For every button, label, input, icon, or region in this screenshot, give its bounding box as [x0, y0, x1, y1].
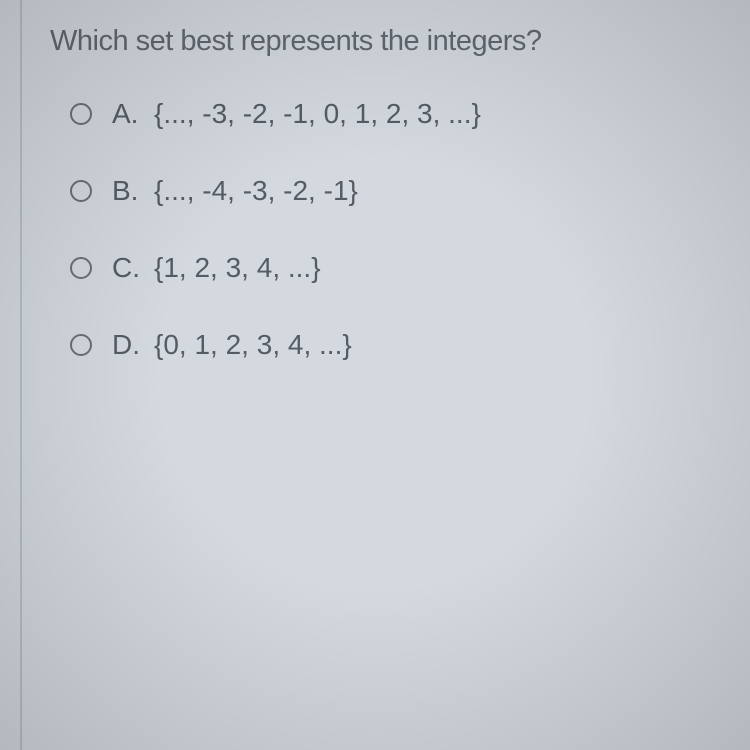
options-list: A. {..., -3, -2, -1, 0, 1, 2, 3, ...} B.… [50, 98, 720, 361]
option-text-a: {..., -3, -2, -1, 0, 1, 2, 3, ...} [154, 98, 481, 130]
option-letter-b: B. [112, 175, 142, 207]
option-text-d: {0, 1, 2, 3, 4, ...} [154, 329, 352, 361]
option-letter-d: D. [112, 329, 142, 361]
left-margin-line [20, 0, 22, 750]
option-row-d[interactable]: D. {0, 1, 2, 3, 4, ...} [70, 329, 720, 361]
option-row-a[interactable]: A. {..., -3, -2, -1, 0, 1, 2, 3, ...} [70, 98, 720, 130]
option-row-b[interactable]: B. {..., -4, -3, -2, -1} [70, 175, 720, 207]
radio-button-d[interactable] [70, 334, 92, 356]
quiz-container: Which set best represents the integers? … [0, 0, 750, 750]
radio-button-c[interactable] [70, 257, 92, 279]
option-text-c: {1, 2, 3, 4, ...} [154, 252, 321, 284]
radio-button-a[interactable] [70, 103, 92, 125]
question-prompt: Which set best represents the integers? [50, 25, 720, 58]
option-letter-c: C. [112, 252, 142, 284]
option-row-c[interactable]: C. {1, 2, 3, 4, ...} [70, 252, 720, 284]
radio-button-b[interactable] [70, 180, 92, 202]
option-letter-a: A. [112, 98, 142, 130]
option-text-b: {..., -4, -3, -2, -1} [154, 175, 358, 207]
